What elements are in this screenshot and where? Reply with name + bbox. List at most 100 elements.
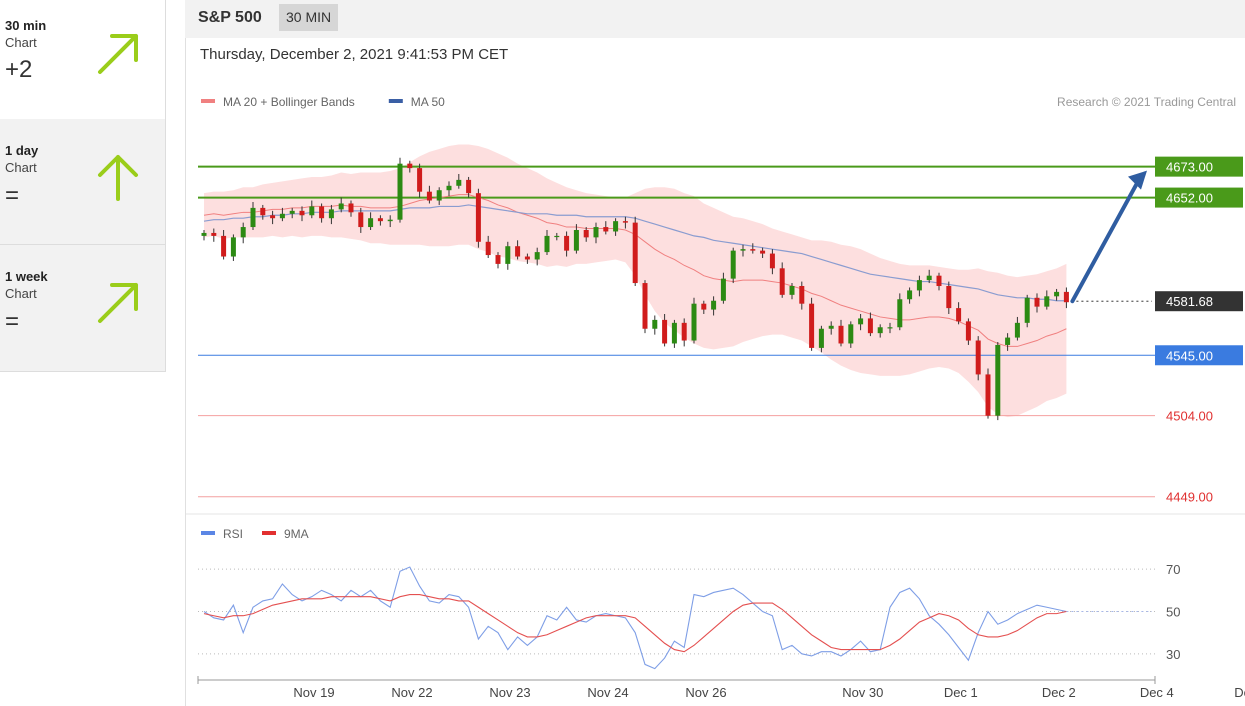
- candle-body: [407, 163, 413, 169]
- candle-body: [799, 286, 805, 304]
- candle-body: [554, 235, 560, 238]
- timeframe-1day[interactable]: 1 day Chart =: [0, 119, 165, 245]
- candle-body: [858, 318, 864, 325]
- candle-body: [848, 324, 854, 344]
- level-badge: [1155, 156, 1243, 177]
- candle-body: [446, 185, 452, 191]
- candle-body: [907, 290, 913, 300]
- chart-datetime: Thursday, December 2, 2021 9:41:53 PM CE…: [200, 46, 509, 63]
- projection-arrowhead: [1128, 170, 1147, 190]
- timeframe-sidebar: 30 min Chart +2 1 day Chart = 1 week Cha…: [0, 0, 166, 372]
- copyright-text: Research © 2021 Trading Central: [1057, 95, 1236, 109]
- candle-body: [887, 327, 893, 329]
- level-label: 4673.00: [1166, 160, 1213, 175]
- candle-body: [485, 241, 491, 256]
- candle-body: [240, 227, 246, 238]
- rsi-tick-label: 30: [1166, 647, 1180, 662]
- candle-body: [809, 303, 815, 348]
- candle-body: [681, 322, 687, 341]
- timeframe-value: =: [5, 308, 20, 335]
- candle-body: [358, 212, 364, 228]
- candle-body: [534, 252, 540, 260]
- timeframe-sub: Chart: [5, 286, 37, 301]
- last-price-badge: [1155, 291, 1243, 312]
- candle-body: [319, 206, 325, 219]
- level-badge: [1155, 187, 1243, 208]
- chart-header: S&P 500 30 MIN: [185, 0, 1245, 38]
- symbol-title: S&P 500: [198, 9, 262, 26]
- candles: [201, 157, 1069, 421]
- candle-body: [250, 207, 256, 228]
- timeframe-1week[interactable]: 1 week Chart =: [0, 245, 165, 372]
- candle-body: [671, 322, 677, 344]
- candle-body: [328, 209, 334, 219]
- candle-body: [838, 325, 844, 344]
- candle-body: [632, 222, 638, 284]
- candle-body: [662, 319, 668, 344]
- candle-body: [260, 207, 266, 216]
- candle-body: [769, 253, 775, 269]
- candle-body: [211, 232, 217, 236]
- timeframe-name: 1 day: [5, 143, 39, 158]
- bollinger-band: [204, 144, 1067, 418]
- candle-body: [936, 275, 942, 286]
- candle-body: [916, 280, 922, 291]
- candle-body: [201, 232, 207, 236]
- candle-body: [877, 327, 883, 334]
- x-tick-label: Nov 30: [842, 685, 883, 700]
- arrow-up-right-icon: [98, 283, 138, 323]
- candle-body: [564, 235, 570, 251]
- candle-body: [495, 255, 501, 264]
- candle-body: [760, 250, 766, 254]
- arrow-up-right-icon: [98, 34, 138, 74]
- candle-body: [1024, 297, 1030, 323]
- level-badge: [1155, 345, 1243, 366]
- candle-body: [613, 221, 619, 232]
- candle-body: [711, 300, 717, 310]
- candle-body: [505, 246, 511, 264]
- candle-body: [946, 286, 952, 309]
- candle-body: [897, 299, 903, 328]
- candle-body: [397, 163, 403, 220]
- candle-body: [436, 190, 442, 201]
- candle-body: [730, 250, 736, 279]
- candle-body: [524, 256, 530, 260]
- candle-body: [515, 246, 521, 257]
- x-tick-label: Nov 23: [489, 685, 530, 700]
- candle-body: [1014, 322, 1020, 338]
- timeframe-sub: Chart: [5, 160, 37, 175]
- candle-body: [1063, 291, 1069, 303]
- timeframe-badge[interactable]: 30 MIN: [279, 4, 339, 31]
- candle-body: [965, 321, 971, 341]
- x-tick-label: Dec 4: [1140, 685, 1174, 700]
- last-price-label: 4581.68: [1166, 294, 1213, 309]
- x-tick-label: Nov 24: [587, 685, 628, 700]
- x-tick-label: Nov 22: [391, 685, 432, 700]
- level-label: 4449.00: [1166, 490, 1213, 505]
- x-tick-label: Nov 19: [293, 685, 334, 700]
- candle-body: [779, 268, 785, 295]
- candle-body: [975, 340, 981, 375]
- candle-body: [456, 179, 462, 186]
- timeframe-name: 1 week: [5, 269, 48, 284]
- rsi-tick-label: 70: [1166, 562, 1180, 577]
- candle-body: [985, 374, 991, 416]
- timeframe-value: +2: [5, 56, 33, 83]
- candle-body: [221, 235, 227, 257]
- chart-left-border: [185, 38, 186, 706]
- candle-body: [573, 230, 579, 251]
- timeframe-sub: Chart: [5, 35, 37, 50]
- rsi-legend-label: 9MA: [284, 527, 309, 541]
- candle-body: [867, 318, 873, 334]
- candle-body: [652, 319, 658, 329]
- candle-body: [309, 206, 315, 216]
- candle-body: [750, 249, 756, 251]
- candle-body: [270, 215, 276, 219]
- candle-body: [417, 168, 423, 192]
- x-tick-label: Dec 17: [1234, 685, 1245, 700]
- candle-body: [348, 203, 354, 213]
- candle-body: [622, 221, 628, 223]
- candle-body: [299, 210, 305, 216]
- legend-label: MA 50: [411, 95, 445, 109]
- candle-body: [603, 227, 609, 232]
